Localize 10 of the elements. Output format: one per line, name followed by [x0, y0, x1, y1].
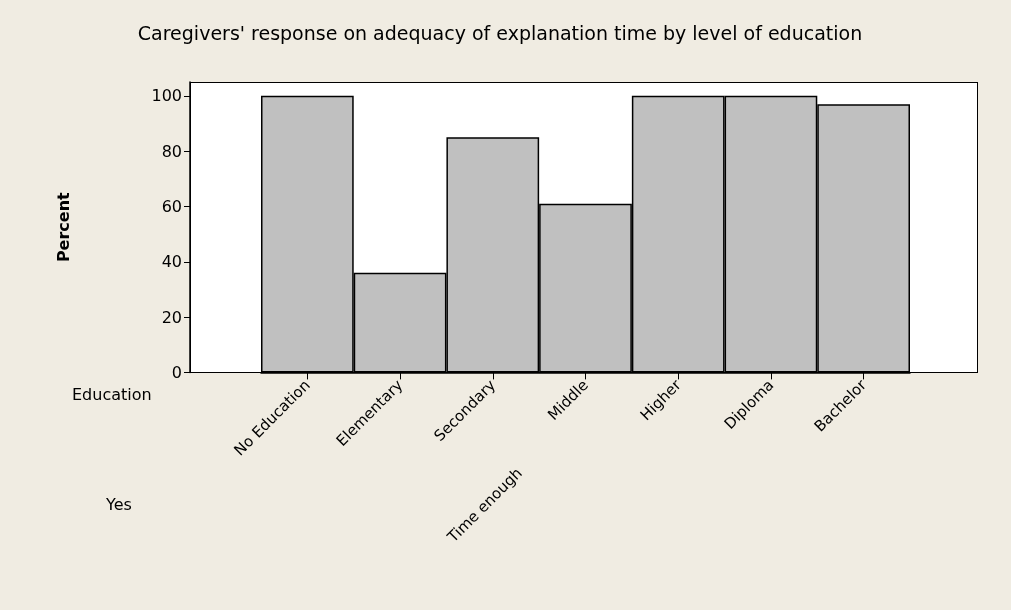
- y-tick-label: 0: [171, 362, 182, 382]
- y-tick-label: 60: [161, 196, 182, 216]
- y-tick-label: 20: [161, 307, 182, 327]
- text: Yes: [105, 494, 132, 514]
- y-tick-label: 40: [161, 252, 182, 272]
- chart-title: Caregivers' response on adequacy of explanation time by level of education: [137, 21, 863, 44]
- y-tick-label: 100: [151, 86, 182, 106]
- y-tick-label: 80: [161, 141, 182, 161]
- text: Education: [72, 384, 152, 404]
- y-axis-title: Percent: [53, 191, 73, 263]
